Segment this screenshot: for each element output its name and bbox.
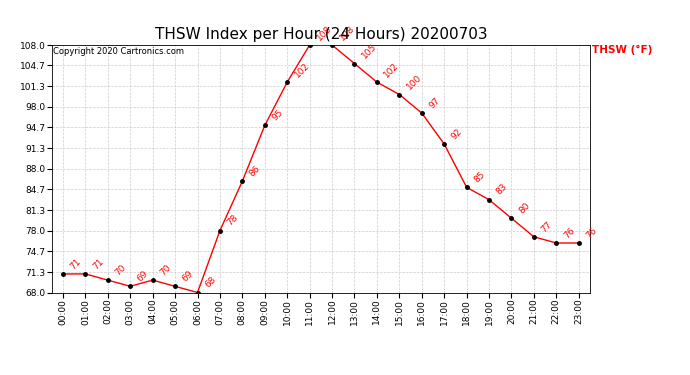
Text: 80: 80 <box>517 201 531 216</box>
Text: 102: 102 <box>382 61 401 80</box>
Text: 97: 97 <box>427 96 442 110</box>
Text: 77: 77 <box>540 219 554 234</box>
Text: 83: 83 <box>495 182 509 197</box>
Text: THSW (°F): THSW (°F) <box>592 45 653 55</box>
Text: 70: 70 <box>158 263 172 278</box>
Text: Copyright 2020 Cartronics.com: Copyright 2020 Cartronics.com <box>53 48 184 57</box>
Text: 70: 70 <box>113 263 128 278</box>
Text: 78: 78 <box>226 213 240 228</box>
Text: 92: 92 <box>450 127 464 141</box>
Text: 69: 69 <box>136 269 150 284</box>
Text: 102: 102 <box>293 61 311 80</box>
Text: 108: 108 <box>337 24 356 42</box>
Text: 71: 71 <box>68 256 83 271</box>
Text: 76: 76 <box>584 226 599 240</box>
Text: 95: 95 <box>270 108 285 123</box>
Text: 100: 100 <box>405 73 424 92</box>
Text: 85: 85 <box>472 170 486 184</box>
Text: 71: 71 <box>91 256 106 271</box>
Text: 69: 69 <box>181 269 195 284</box>
Text: 68: 68 <box>203 275 217 290</box>
Title: THSW Index per Hour (24 Hours) 20200703: THSW Index per Hour (24 Hours) 20200703 <box>155 27 487 42</box>
Text: 105: 105 <box>360 42 379 61</box>
Text: 76: 76 <box>562 226 576 240</box>
Text: 86: 86 <box>248 164 262 178</box>
Text: 108: 108 <box>315 24 334 42</box>
